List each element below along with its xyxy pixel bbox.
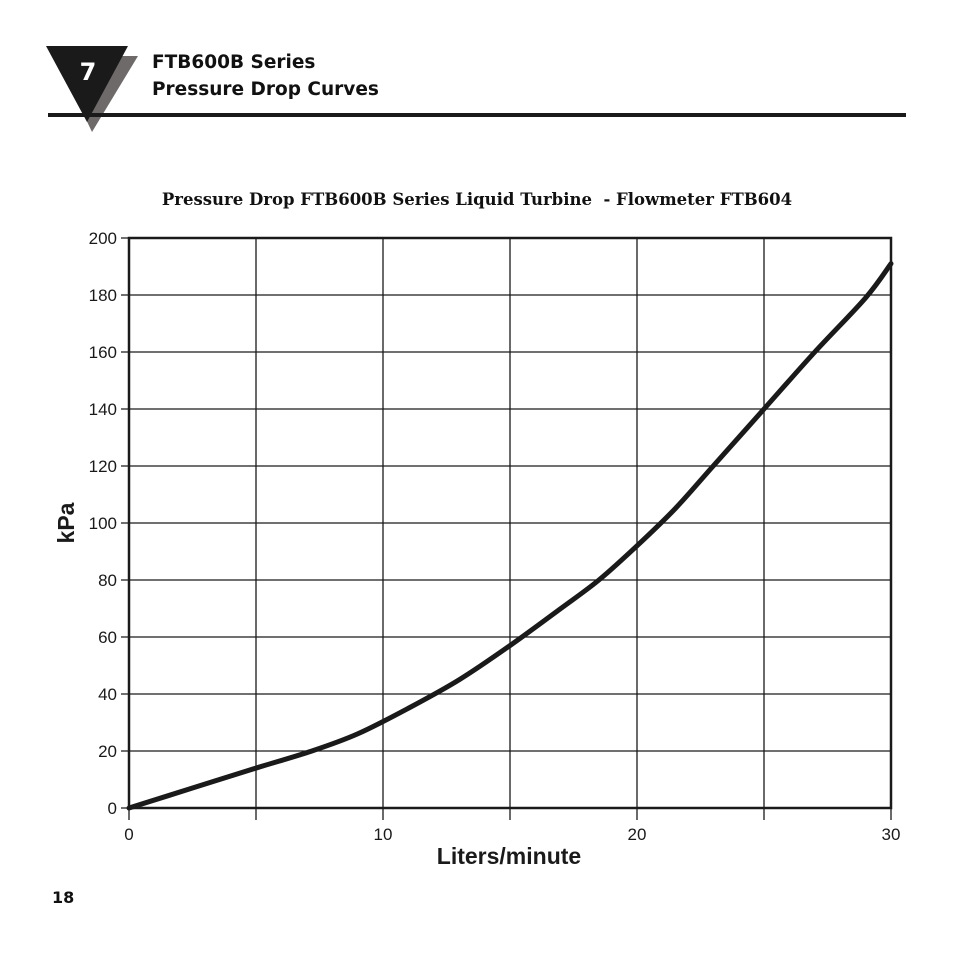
y-tick-label: 40 — [98, 685, 117, 704]
y-tick-label: 20 — [98, 742, 117, 761]
badge-triangle — [46, 46, 128, 122]
series-line — [126, 261, 894, 811]
section-number: 7 — [80, 58, 97, 86]
header-title-line2: Pressure Drop Curves — [152, 79, 379, 100]
x-tick-label: 20 — [628, 825, 647, 844]
x-tick-label: 0 — [124, 825, 133, 844]
header-title: FTB600B Series Pressure Drop Curves — [152, 49, 379, 103]
plot-frame — [127, 236, 893, 810]
section-badge: 7 — [46, 46, 138, 132]
header-rule — [48, 113, 906, 117]
chart-title: Pressure Drop FTB600B Series Liquid Turb… — [161, 190, 793, 209]
page-number: 18 — [52, 888, 75, 907]
y-tick-label: 200 — [89, 229, 117, 248]
y-tick-label: 0 — [108, 799, 117, 818]
x-axis-label: Liters/minute — [437, 843, 581, 869]
y-tick-label: 140 — [89, 400, 117, 419]
y-tick-label: 100 — [89, 514, 117, 533]
header-title-line1: FTB600B Series — [152, 52, 316, 73]
x-tick-label: 10 — [374, 825, 393, 844]
y-tick-label: 80 — [98, 571, 117, 590]
y-tick-label: 160 — [89, 343, 117, 362]
y-axis-label: kPa — [53, 502, 79, 543]
x-tick-label: 30 — [882, 825, 901, 844]
y-tick-label: 180 — [89, 286, 117, 305]
y-tick-label: 60 — [98, 628, 117, 647]
y-tick-label: 120 — [89, 457, 117, 476]
